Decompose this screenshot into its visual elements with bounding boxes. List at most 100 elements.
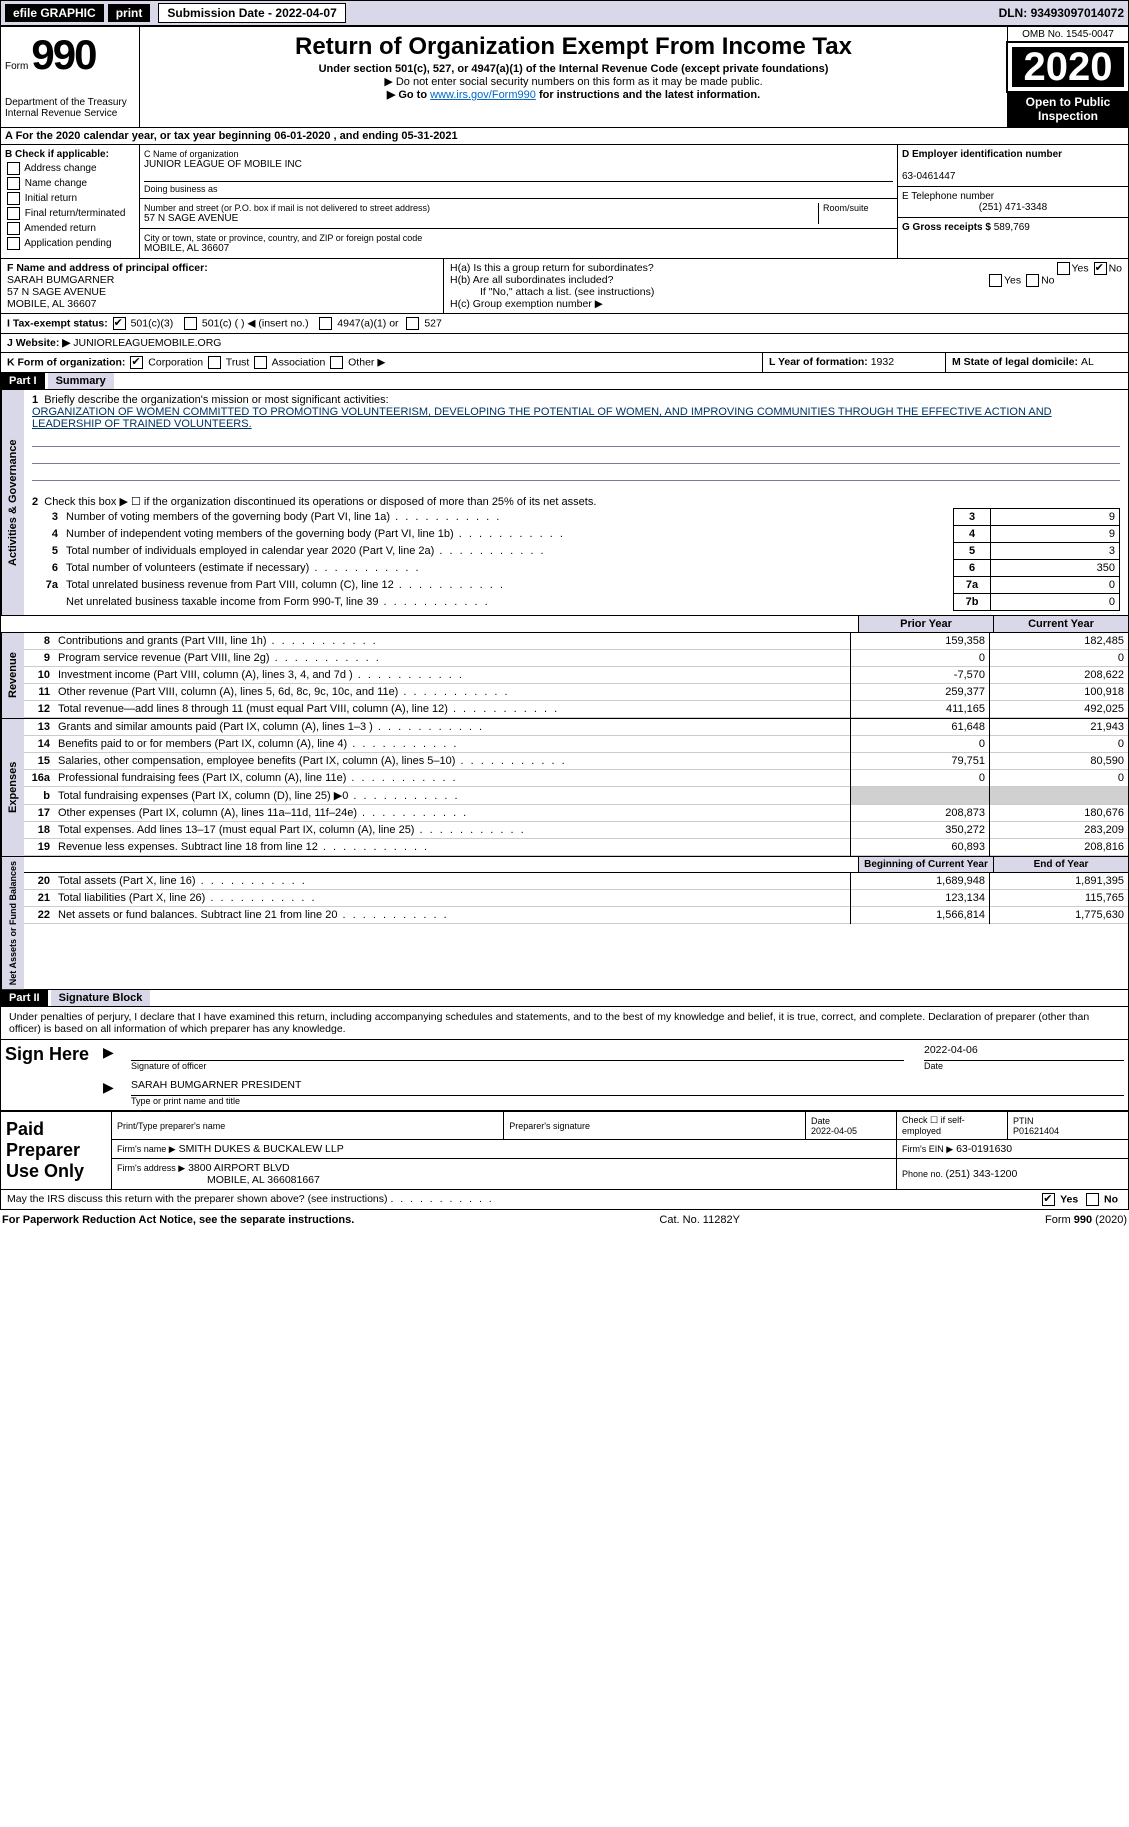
prep-date-label: Date: [811, 1116, 830, 1126]
sig-date-label: Date: [924, 1061, 1124, 1071]
chk-corporation[interactable]: [130, 356, 143, 369]
q2-num: 2: [32, 496, 38, 508]
period-mid: , and ending: [334, 130, 402, 142]
finance-header-row: b Prior Year Current Year: [0, 616, 1129, 633]
title-cell: Return of Organization Exempt From Incom…: [140, 27, 1007, 127]
chk-other[interactable]: [330, 356, 343, 369]
chk-app-pending[interactable]: Application pending: [5, 237, 135, 250]
chk-amended[interactable]: Amended return: [5, 222, 135, 235]
chk-501c3[interactable]: [113, 317, 126, 330]
row-j: J Website: ▶ JUNIORLEAGUEMOBILE.ORG: [0, 334, 1129, 353]
dln: DLN: 93493097014072: [999, 6, 1124, 20]
inspect-line1: Open to Public: [1012, 95, 1124, 109]
dln-value: 93493097014072: [1031, 6, 1124, 20]
ein-row: D Employer identification number 63-0461…: [898, 145, 1128, 187]
chk-4947[interactable]: [319, 317, 332, 330]
part1-header: Part I: [1, 373, 45, 389]
principal-officer: F Name and address of principal officer:…: [1, 259, 444, 313]
form-org-label: K Form of organization:: [7, 356, 125, 368]
col-d: D Employer identification number 63-0461…: [897, 145, 1128, 258]
chk-name-change[interactable]: Name change: [5, 177, 135, 190]
table-row: 15Salaries, other compensation, employee…: [24, 753, 1128, 770]
table-row: 11Other revenue (Part VIII, column (A), …: [24, 684, 1128, 701]
submission-date-box: Submission Date - 2022-04-07: [158, 3, 345, 23]
period-begin: 06-01-2020: [274, 130, 330, 142]
table-row: 22Net assets or fund balances. Subtract …: [24, 907, 1128, 924]
self-employed-check[interactable]: Check ☐ if self-employed: [897, 1112, 1008, 1140]
form-title: Return of Organization Exempt From Incom…: [144, 33, 1003, 61]
efile-button[interactable]: efile GRAPHIC: [5, 4, 104, 22]
top-bar: efile GRAPHIC print Submission Date - 20…: [0, 0, 1129, 26]
ha-no-checkbox[interactable]: [1094, 262, 1107, 275]
officer-addr2: MOBILE, AL 36607: [7, 298, 97, 310]
ptin-value: P01621404: [1013, 1126, 1059, 1136]
table-row: 17Other expenses (Part IX, column (A), l…: [24, 805, 1128, 822]
chk-501c[interactable]: [184, 317, 197, 330]
page-footer: For Paperwork Reduction Act Notice, see …: [0, 1210, 1129, 1230]
chk-527[interactable]: [406, 317, 419, 330]
firm-phone-label: Phone no.: [902, 1169, 946, 1179]
hb-row: H(b) Are all subordinates included? Yes …: [450, 274, 1122, 286]
print-button[interactable]: print: [108, 4, 151, 22]
year-cell: OMB No. 1545-0047 2020 Open to Public In…: [1007, 27, 1128, 127]
discuss-no-checkbox[interactable]: [1086, 1193, 1099, 1206]
form-header: Form 990 Department of the Treasury Inte…: [0, 26, 1129, 128]
domicile-value: AL: [1081, 356, 1094, 368]
footer-mid: Cat. No. 11282Y: [659, 1214, 740, 1226]
part2-header: Part II: [1, 990, 48, 1006]
address-row: Number and street (or P.O. box if mail i…: [140, 199, 897, 229]
omb-number: OMB No. 1545-0047: [1008, 27, 1128, 43]
arrow-icon: ▶: [99, 1075, 127, 1111]
footer-right: Form 990 (2020): [1045, 1214, 1127, 1226]
part2-header-row: Part II Signature Block: [0, 990, 1129, 1007]
submission-date-label: Submission Date -: [167, 6, 275, 20]
table-row: 6Total number of volunteers (estimate if…: [32, 560, 1120, 577]
hb-yes-checkbox[interactable]: [989, 274, 1002, 287]
paid-preparer-label: Paid Preparer Use Only: [1, 1112, 112, 1190]
firm-name: SMITH DUKES & BUCKALEW LLP: [179, 1143, 344, 1155]
may-discuss-row: May the IRS discuss this return with the…: [0, 1190, 1129, 1210]
submission-date-value: 2022-04-07: [275, 6, 336, 20]
firm-ein: 63-0191630: [956, 1143, 1012, 1155]
ein-value: 63-0461447: [902, 171, 955, 182]
row-f-h: F Name and address of principal officer:…: [0, 259, 1129, 314]
officer-addr1: 57 N SAGE AVENUE: [7, 286, 106, 298]
sign-here-block: Sign Here ▶ Signature of officer 2022-04…: [0, 1040, 1129, 1111]
part1-title: Summary: [48, 373, 114, 389]
irs-link[interactable]: www.irs.gov/Form990: [430, 89, 536, 101]
form-note1: ▶ Do not enter social security numbers o…: [144, 75, 1003, 88]
col-prior-year: Prior Year: [858, 616, 993, 632]
dept-treasury: Department of the Treasury Internal Reve…: [5, 97, 135, 119]
ha-yes-checkbox[interactable]: [1057, 262, 1070, 275]
chk-trust[interactable]: [208, 356, 221, 369]
vlabel-expenses: Expenses: [1, 719, 24, 856]
table-row: 19Revenue less expenses. Subtract line 1…: [24, 839, 1128, 856]
officer-printed-name: SARAH BUMGARNER PRESIDENT: [131, 1079, 301, 1091]
prep-sig-label: Preparer's signature: [509, 1121, 590, 1131]
q1: 1 Briefly describe the organization's mi…: [32, 394, 1120, 430]
chk-association[interactable]: [254, 356, 267, 369]
telephone-row: E Telephone number (251) 471-3348: [898, 187, 1128, 218]
website-value: JUNIORLEAGUEMOBILE.ORG: [73, 337, 221, 349]
table-row: bTotal fundraising expenses (Part IX, co…: [24, 787, 1128, 805]
chk-address-change[interactable]: Address change: [5, 162, 135, 175]
firm-phone: (251) 343-1200: [946, 1168, 1018, 1180]
table-row: 10Investment income (Part VIII, column (…: [24, 667, 1128, 684]
footer-left: For Paperwork Reduction Act Notice, see …: [2, 1214, 354, 1226]
hb-no-checkbox[interactable]: [1026, 274, 1039, 287]
org-name-row: C Name of organization JUNIOR LEAGUE OF …: [140, 145, 897, 199]
note2-prefix: ▶ Go to: [387, 89, 430, 101]
chk-initial-return[interactable]: Initial return: [5, 192, 135, 205]
period-end: 05-31-2021: [401, 130, 457, 142]
dept-line2: Internal Revenue Service: [5, 108, 135, 119]
city-state-zip: MOBILE, AL 36607: [144, 243, 893, 254]
discuss-yes-checkbox[interactable]: [1042, 1193, 1055, 1206]
dept-line1: Department of the Treasury: [5, 97, 135, 108]
hb-note: If "No," attach a list. (see instruction…: [450, 286, 1122, 298]
street-address: 57 N SAGE AVENUE: [144, 213, 818, 224]
chk-final-return[interactable]: Final return/terminated: [5, 207, 135, 220]
ein-label: D Employer identification number: [902, 149, 1062, 160]
form-id-cell: Form 990 Department of the Treasury Inte…: [1, 27, 140, 127]
section-a: A For the 2020 calendar year, or tax yea…: [0, 128, 1129, 145]
ha-row: H(a) Is this a group return for subordin…: [450, 262, 1122, 274]
